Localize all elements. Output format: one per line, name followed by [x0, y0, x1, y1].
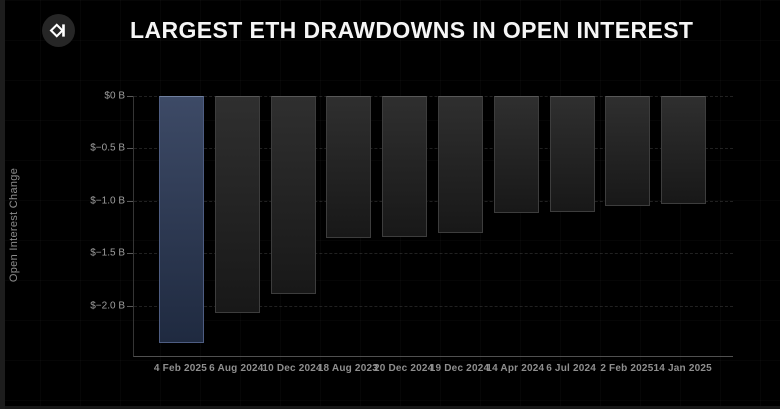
sigma-diamond-icon — [49, 23, 65, 38]
x-tick-label: 6 Aug 2024 — [209, 363, 264, 374]
x-tick-label: 18 Aug 2023 — [317, 363, 378, 374]
y-tick-label: $−0.5 B — [90, 142, 125, 154]
x-tick-label: 4 Feb 2025 — [153, 363, 208, 374]
y-gridline — [134, 253, 733, 255]
y-tick-label: $−1.5 B — [90, 247, 125, 259]
bar-14-apr-2024 — [493, 96, 539, 214]
y-gridline — [134, 148, 733, 150]
page-title: LARGEST ETH DRAWDOWNS IN OPEN INTEREST — [130, 17, 694, 43]
y-axis-label: Open Interest Change — [8, 167, 20, 283]
y-tick-mark — [127, 96, 133, 97]
x-tick-label: 2 Feb 2025 — [600, 363, 654, 374]
bar-4-feb-2025 — [159, 96, 204, 344]
y-tick-mark — [127, 200, 133, 202]
y-gridline — [134, 200, 733, 202]
y-tick-mark — [127, 253, 133, 255]
y-tick-label: $−1.0 B — [90, 195, 125, 207]
y-tick-mark — [127, 148, 133, 150]
bar-18-aug-2023 — [326, 96, 372, 238]
y-tick-label: $−2.0 B — [90, 300, 125, 312]
plot-area: $0 B $−0.5 B $−1.0 B $−1.5 B $−2.0 B — [90, 91, 733, 357]
y-gridline — [134, 305, 733, 307]
bottom-edge-strip — [5, 406, 780, 409]
x-tick-label: 6 Jul 2024 — [546, 363, 596, 374]
x-axis-labels: 4 Feb 2025 6 Aug 2024 10 Dec 2024 18 Aug 20… — [133, 363, 733, 379]
sigma-diamond-logo — [42, 14, 75, 47]
y-tick-label: $0 B — [104, 90, 125, 102]
bar-6-jul-2024 — [549, 96, 595, 213]
bar-20-dec-2024 — [382, 96, 428, 237]
bar-10-dec-2024 — [270, 96, 316, 295]
x-tick-label: 20 Dec 2024 — [373, 363, 434, 374]
bar-6-aug-2024 — [214, 96, 260, 313]
bar-19-dec-2024 — [438, 96, 483, 234]
bar-2-feb-2025 — [605, 96, 651, 207]
x-tick-label: 10 Dec 2024 — [262, 363, 322, 374]
left-edge-strip — [0, 0, 5, 409]
y-tick-mark — [127, 305, 133, 307]
bar-14-jan-2025 — [661, 96, 707, 204]
x-tick-label: 19 Dec 2024 — [429, 363, 490, 374]
x-tick-label: 14 Apr 2024 — [486, 363, 545, 374]
x-tick-label: 14 Jan 2025 — [653, 363, 712, 374]
y-gridline — [134, 96, 733, 97]
